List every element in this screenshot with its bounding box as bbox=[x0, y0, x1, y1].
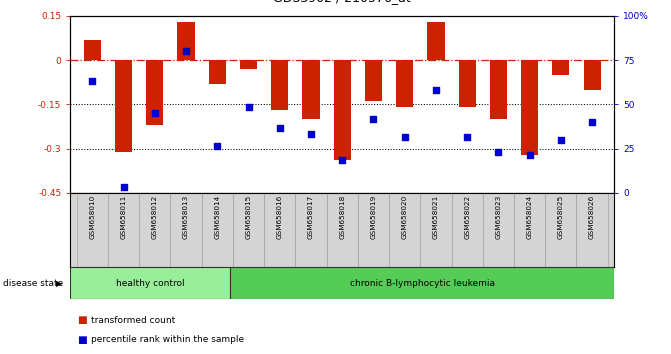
Bar bbox=[482, 193, 514, 267]
Bar bbox=[146, 60, 163, 125]
Text: transformed count: transformed count bbox=[91, 316, 175, 325]
Text: GSM658024: GSM658024 bbox=[527, 195, 533, 239]
Bar bbox=[521, 60, 538, 155]
Text: GSM658025: GSM658025 bbox=[558, 195, 564, 239]
Text: ▶: ▶ bbox=[56, 279, 62, 288]
Text: healthy control: healthy control bbox=[116, 279, 185, 288]
Point bbox=[556, 137, 566, 143]
Bar bbox=[546, 193, 576, 267]
Bar bbox=[396, 60, 413, 107]
Bar bbox=[76, 193, 108, 267]
Bar bbox=[233, 193, 264, 267]
Point bbox=[586, 119, 597, 125]
Point bbox=[368, 116, 379, 122]
Point bbox=[399, 134, 410, 140]
Text: GSM658012: GSM658012 bbox=[152, 195, 158, 239]
Bar bbox=[420, 193, 452, 267]
Text: ■: ■ bbox=[77, 335, 87, 345]
Text: GSM658022: GSM658022 bbox=[464, 195, 470, 239]
Text: GSM658020: GSM658020 bbox=[402, 195, 408, 239]
Bar bbox=[458, 60, 476, 107]
Text: GSM658016: GSM658016 bbox=[276, 195, 282, 239]
Bar bbox=[139, 193, 170, 267]
Bar bbox=[170, 193, 202, 267]
Bar bbox=[576, 193, 608, 267]
Point bbox=[180, 48, 191, 54]
Bar bbox=[452, 193, 482, 267]
Text: GSM658021: GSM658021 bbox=[433, 195, 439, 239]
Point bbox=[305, 131, 316, 137]
Bar bbox=[333, 60, 351, 160]
Bar bbox=[490, 60, 507, 119]
Bar bbox=[584, 60, 601, 90]
FancyBboxPatch shape bbox=[70, 267, 230, 299]
Point bbox=[493, 149, 504, 154]
Point bbox=[524, 152, 535, 158]
Point bbox=[462, 134, 472, 140]
Text: GSM658017: GSM658017 bbox=[308, 195, 314, 239]
Bar bbox=[327, 193, 358, 267]
Point bbox=[212, 143, 223, 149]
Point bbox=[274, 125, 285, 131]
Text: chronic B-lymphocytic leukemia: chronic B-lymphocytic leukemia bbox=[350, 279, 495, 288]
Text: GSM658026: GSM658026 bbox=[589, 195, 595, 239]
Point bbox=[337, 158, 348, 163]
Bar bbox=[115, 60, 132, 152]
Bar bbox=[108, 193, 139, 267]
Bar bbox=[271, 60, 289, 110]
Point bbox=[87, 78, 98, 84]
Text: GSM658019: GSM658019 bbox=[370, 195, 376, 239]
Text: GSM658023: GSM658023 bbox=[495, 195, 501, 239]
Bar bbox=[264, 193, 295, 267]
Bar bbox=[358, 193, 389, 267]
Bar bbox=[295, 193, 327, 267]
Bar bbox=[365, 60, 382, 102]
Text: percentile rank within the sample: percentile rank within the sample bbox=[91, 335, 244, 344]
Bar bbox=[202, 193, 233, 267]
Bar bbox=[552, 60, 570, 75]
Bar bbox=[209, 60, 226, 84]
Bar bbox=[514, 193, 546, 267]
Bar bbox=[240, 60, 257, 69]
Point bbox=[243, 104, 254, 110]
Bar bbox=[427, 22, 444, 60]
Text: GSM658011: GSM658011 bbox=[121, 195, 127, 239]
Text: disease state: disease state bbox=[3, 279, 64, 288]
FancyBboxPatch shape bbox=[230, 267, 614, 299]
Bar bbox=[177, 22, 195, 60]
Text: ■: ■ bbox=[77, 315, 87, 325]
Text: GSM658010: GSM658010 bbox=[89, 195, 95, 239]
Text: GDS3902 / 210576_at: GDS3902 / 210576_at bbox=[273, 0, 411, 4]
Point bbox=[118, 184, 129, 190]
Point bbox=[150, 110, 160, 116]
Text: GSM658013: GSM658013 bbox=[183, 195, 189, 239]
Bar bbox=[303, 60, 319, 119]
Bar bbox=[389, 193, 420, 267]
Bar bbox=[84, 40, 101, 60]
Text: GSM658018: GSM658018 bbox=[340, 195, 345, 239]
Text: GSM658015: GSM658015 bbox=[246, 195, 252, 239]
Point bbox=[431, 87, 442, 92]
Text: GSM658014: GSM658014 bbox=[214, 195, 220, 239]
